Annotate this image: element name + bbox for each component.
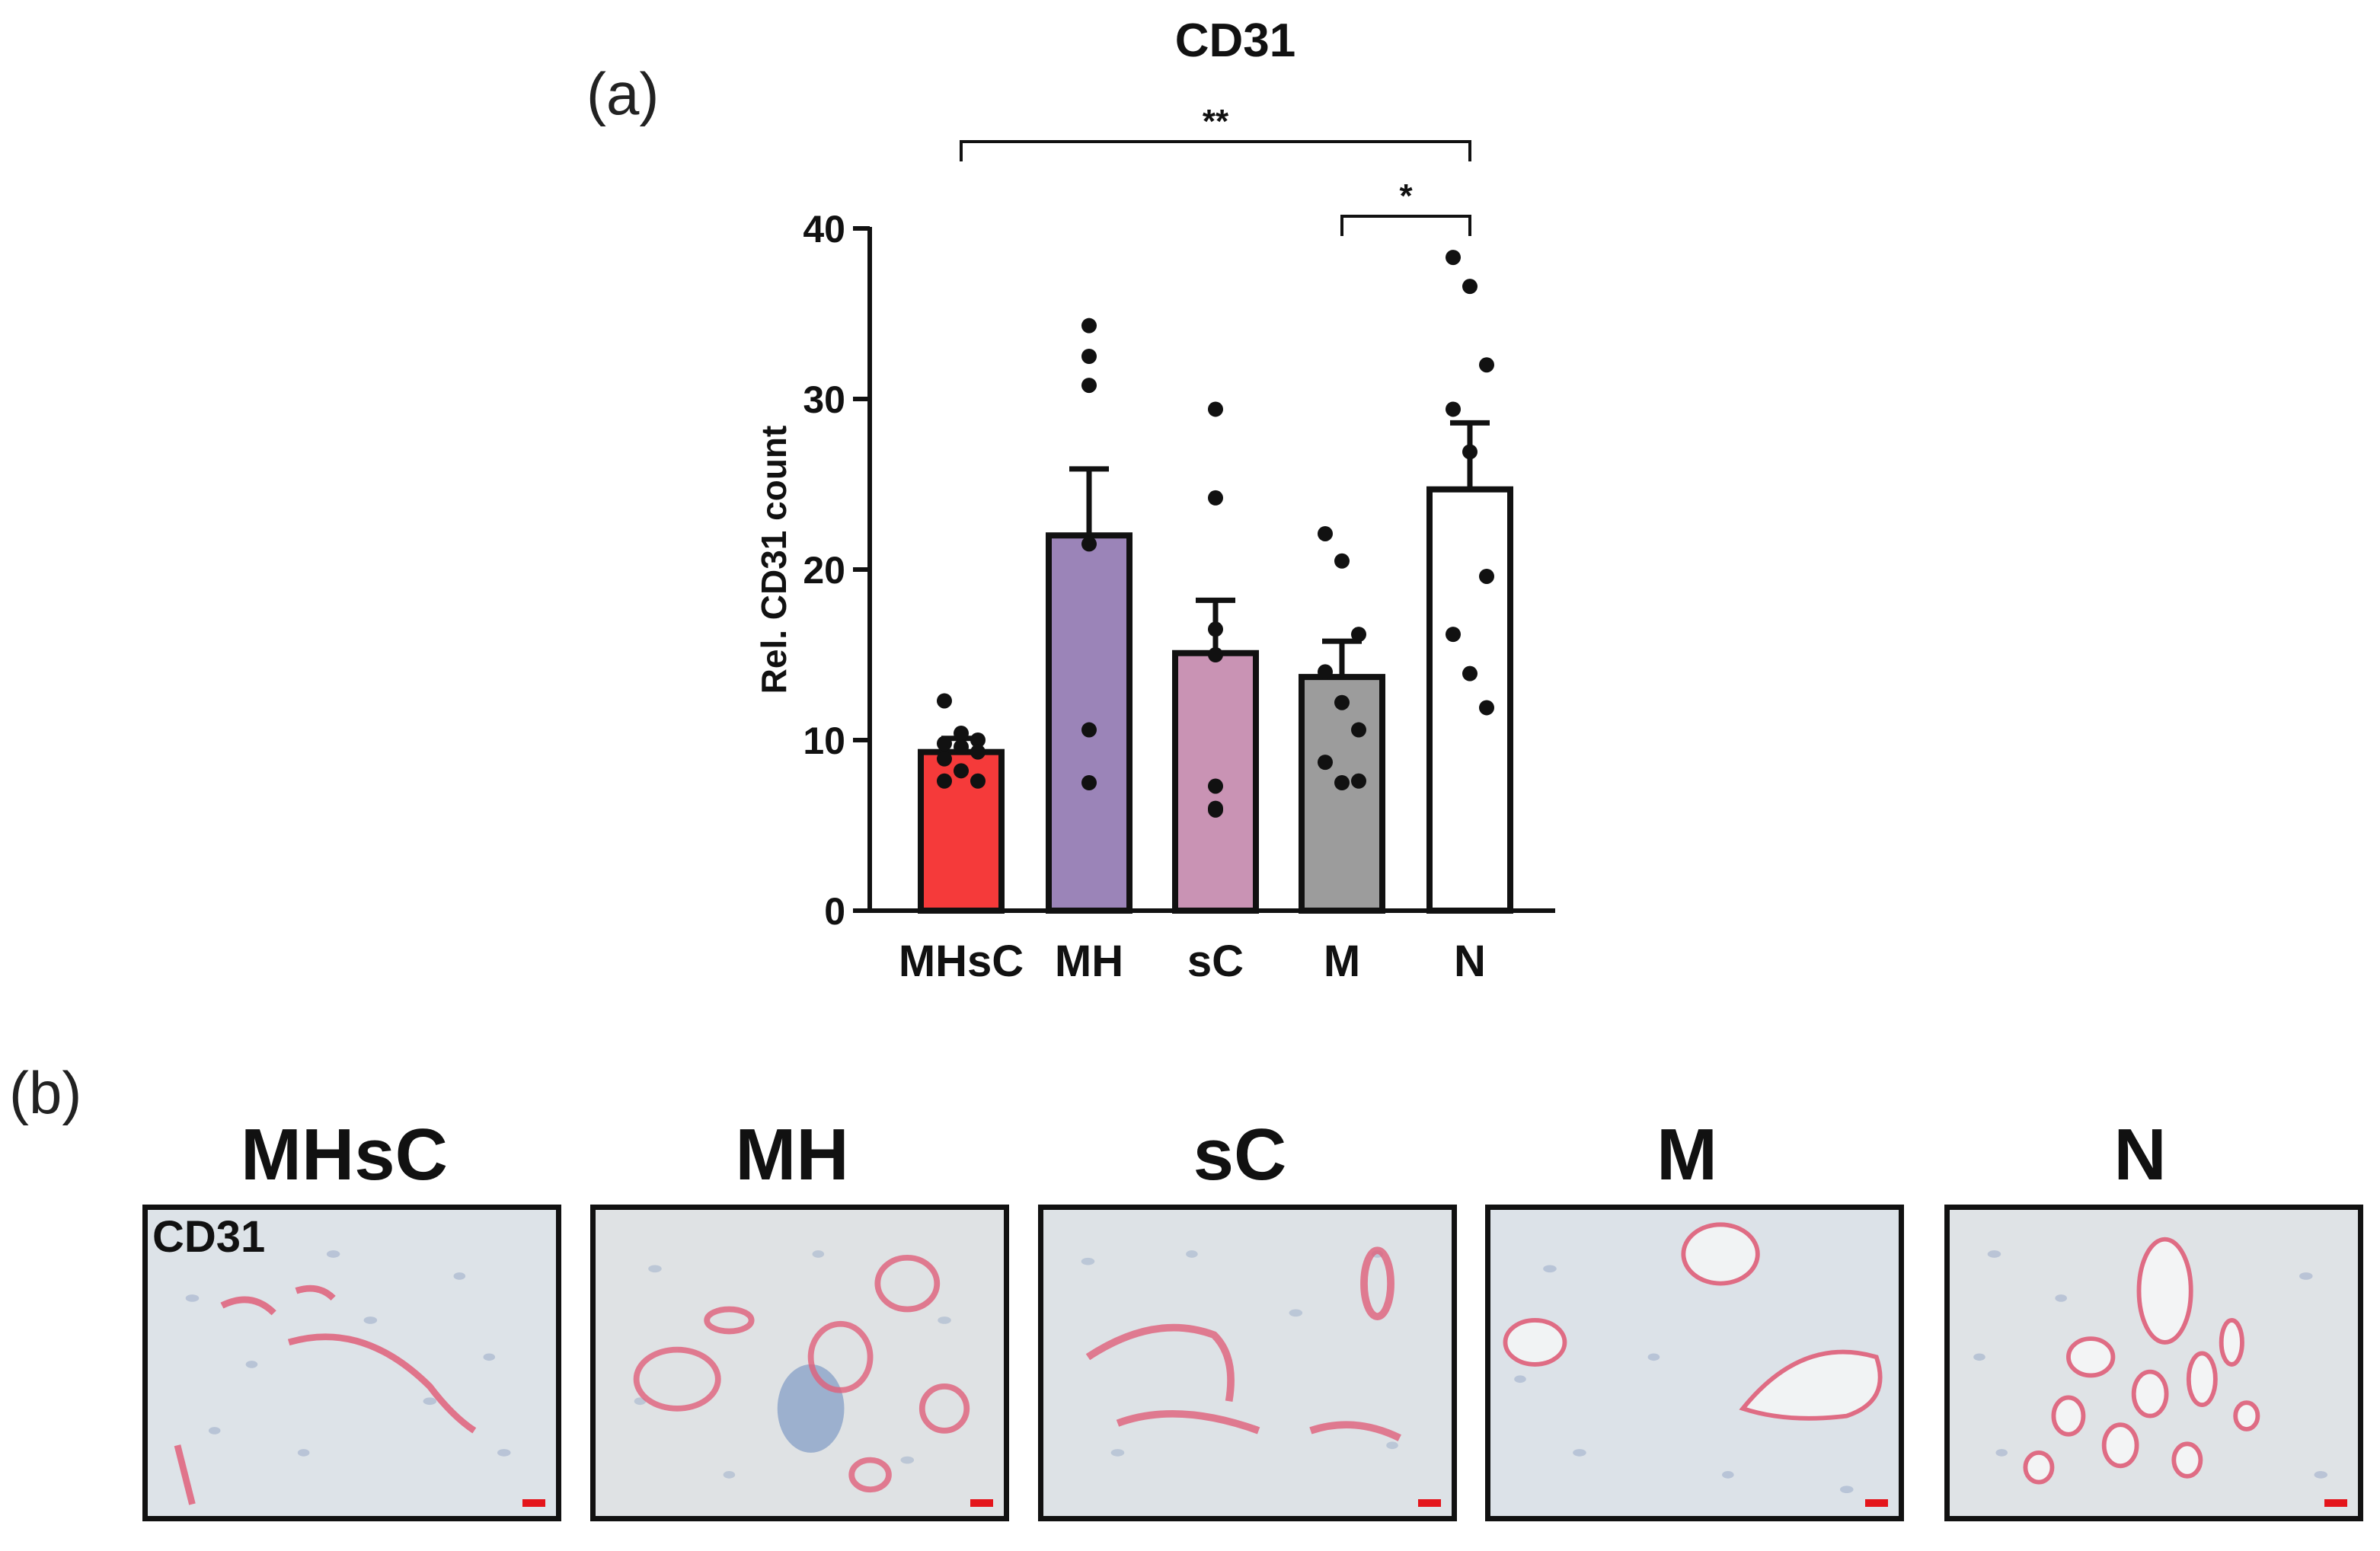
data-point-m [1318, 525, 1333, 541]
y-tick-label: 10 [803, 720, 845, 762]
data-point-mhsc [937, 693, 952, 709]
data-point-mhsc [954, 726, 969, 742]
data-point-mhsc [970, 773, 986, 789]
data-point-n [1479, 357, 1494, 373]
data-point-mhsc [937, 773, 952, 789]
y-tick-label: 40 [803, 208, 845, 251]
micrograph-title-m: M [1656, 1114, 1717, 1195]
data-point-n [1479, 568, 1494, 584]
data-point-m [1318, 664, 1333, 680]
data-point-m [1334, 775, 1350, 790]
data-point-m [1334, 694, 1350, 710]
data-point-sc [1208, 647, 1223, 662]
micrograph-sc [1038, 1205, 1457, 1521]
data-point-mhsc [954, 763, 969, 779]
scale-bar [522, 1499, 545, 1507]
data-point-sc [1208, 778, 1223, 794]
scale-bar [970, 1499, 993, 1507]
micrograph-m [1485, 1205, 1904, 1521]
tissue-image [148, 1210, 556, 1516]
tissue-image [1950, 1210, 2358, 1516]
data-point-mhsc [937, 751, 952, 767]
tissue-image [596, 1210, 1004, 1516]
x-tick-label-m: M [1324, 937, 1360, 986]
tissue-image [1490, 1210, 1899, 1516]
bar-n [1426, 486, 1513, 914]
chart-title: CD31 [1175, 14, 1296, 67]
stain-label: CD31 [152, 1212, 266, 1262]
data-point-n [1462, 665, 1478, 681]
data-point-mh [1081, 318, 1097, 333]
y-axis-label: Rel. CD31 count [754, 426, 794, 694]
data-point-mhsc [954, 739, 969, 755]
scale-bar [1418, 1499, 1441, 1507]
data-point-sc [1208, 802, 1223, 818]
tissue-image [1043, 1210, 1452, 1516]
scale-bar [2324, 1499, 2347, 1507]
data-point-n [1446, 250, 1461, 266]
y-tick-label: 30 [803, 378, 845, 421]
data-point-n [1462, 444, 1478, 460]
data-point-n [1479, 700, 1494, 716]
significance-bracket [1340, 215, 1471, 236]
x-tick-label-n: N [1454, 937, 1486, 986]
panel-b-label: (b) [9, 1059, 82, 1126]
data-point-mhsc [970, 732, 986, 748]
y-tick-label: 20 [803, 549, 845, 592]
bar-m [1299, 674, 1385, 914]
micrograph-title-mhsc: MHsC [240, 1114, 448, 1195]
data-point-m [1351, 627, 1366, 643]
micrograph-n [1944, 1205, 2363, 1521]
significance-label: * [1399, 177, 1413, 215]
significance-label: ** [1203, 103, 1229, 140]
x-tick-label-mhsc: MHsC [899, 937, 1024, 986]
data-point-mhsc [937, 736, 952, 752]
data-point-m [1334, 553, 1350, 569]
data-point-n [1462, 279, 1478, 295]
micrograph-mhsc: CD31 [142, 1205, 561, 1521]
data-point-m [1318, 755, 1333, 771]
micrograph-title-n: N [2113, 1114, 2167, 1195]
data-point-mh [1081, 722, 1097, 738]
data-point-n [1446, 627, 1461, 643]
y-tick-label: 0 [824, 890, 845, 933]
data-point-sc [1208, 621, 1223, 637]
data-point-mhsc [970, 744, 986, 760]
data-point-m [1351, 722, 1366, 738]
micrograph-mh [590, 1205, 1009, 1521]
micrograph-title-sc: sC [1193, 1114, 1287, 1195]
data-point-mh [1081, 349, 1097, 364]
data-point-sc [1208, 401, 1223, 417]
data-point-m [1351, 773, 1366, 789]
x-tick-label-mh: MH [1055, 937, 1123, 986]
data-point-mh [1081, 536, 1097, 552]
significance-bracket [960, 140, 1471, 161]
scale-bar [1865, 1499, 1888, 1507]
data-point-n [1446, 401, 1461, 417]
panel-a-label: (a) [586, 60, 660, 127]
data-point-mh [1081, 378, 1097, 394]
micrograph-title-mh: MH [735, 1114, 849, 1195]
data-point-sc [1208, 490, 1223, 506]
x-tick-label-sc: sC [1187, 937, 1244, 986]
data-point-mh [1081, 775, 1097, 790]
